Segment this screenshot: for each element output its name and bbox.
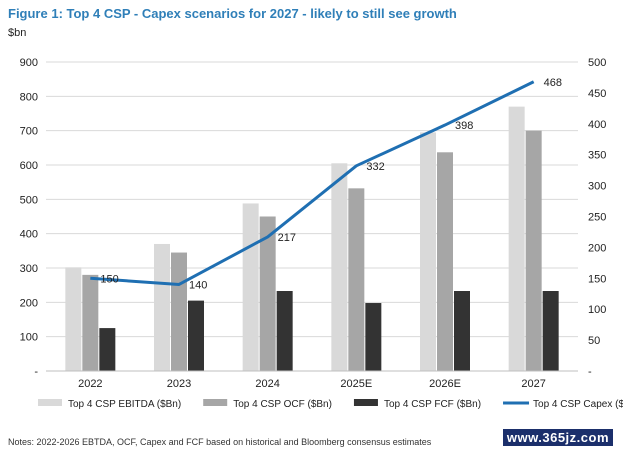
left-tick-label: 200 (20, 297, 38, 309)
right-tick-label: 450 (588, 88, 606, 100)
legend-swatch (38, 399, 62, 406)
chart-title: Figure 1: Top 4 CSP - Capex scenarios fo… (8, 6, 457, 21)
bar-top-4-csp-ebitda-bn- (242, 203, 259, 371)
left-tick-label: 700 (20, 126, 38, 138)
capex-line (90, 80, 535, 286)
bar-top-4-csp-fcf-bn- (276, 291, 293, 371)
left-tick-label: - (34, 366, 38, 378)
bar-top-4-csp-ebitda-bn- (154, 243, 170, 371)
left-tick-label: 500 (20, 194, 38, 206)
left-tick-label: 400 (20, 229, 38, 241)
legend-swatch (203, 399, 228, 406)
bar-series (65, 106, 559, 371)
bar-top-4-csp-ebitda-bn- (508, 106, 525, 371)
bar-top-4-csp-ocf-bn- (348, 188, 365, 371)
left-tick-label: 100 (20, 332, 38, 344)
capex-data-label: 468 (544, 77, 562, 89)
legend-entry: Top 4 CSP OCF ($Bn) (233, 399, 332, 410)
bar-top-4-csp-fcf-bn- (542, 291, 559, 371)
capex-data-label: 150 (100, 273, 118, 285)
capex-line-series: 150 140 217 332 398 468 (90, 77, 562, 291)
axes: - 100 200 300 400 500 600 700 800 900 - 50 100 150 200… (20, 57, 607, 390)
x-tick-label: 2022 (78, 378, 102, 390)
bar-top-4-csp-ebitda-bn- (65, 267, 82, 371)
right-tick-label: 100 (588, 304, 606, 316)
bar-top-4-csp-ocf-bn- (525, 130, 542, 371)
bar-top-4-csp-ocf-bn- (437, 152, 453, 371)
right-tick-label: 50 (588, 335, 600, 347)
left-tick-label: 300 (20, 263, 38, 275)
right-tick-label: - (588, 366, 592, 378)
right-tick-label: 150 (588, 273, 606, 285)
bar-top-4-csp-ocf-bn- (171, 252, 187, 371)
x-tick-label: 2026E (429, 378, 461, 390)
right-tick-label: 300 (588, 181, 606, 193)
bar-top-4-csp-ebitda-bn- (331, 163, 348, 371)
left-tick-label: 600 (20, 160, 38, 172)
left-axis-unit: $bn (8, 27, 27, 39)
x-tick-label: 2025E (340, 378, 372, 390)
bar-top-4-csp-ocf-bn- (259, 216, 276, 371)
legend-entry: Top 4 CSP FCF ($Bn) (384, 399, 481, 410)
capex-data-label: 140 (189, 279, 207, 291)
capex-data-label: 332 (366, 161, 384, 173)
chart-notes: Notes: 2022-2026 EBTDA, OCF, Capex and F… (8, 437, 432, 447)
bar-top-4-csp-fcf-bn- (99, 328, 116, 371)
bar-top-4-csp-ebitda-bn- (420, 132, 436, 371)
grid-lines (46, 61, 578, 338)
legend-entry: Top 4 CSP EBITDA ($Bn) (68, 399, 181, 410)
x-tick-label: 2023 (167, 378, 191, 390)
legend: Top 4 CSP EBITDA ($Bn) Top 4 CSP OCF ($Bn… (38, 399, 623, 410)
right-tick-label: 200 (588, 242, 606, 254)
capex-data-label: 217 (278, 232, 296, 244)
capex-data-label: 398 (455, 120, 473, 132)
x-tick-label: 2024 (255, 378, 279, 390)
legend-entry: Top 4 CSP Capex ($Bn) (533, 399, 623, 410)
left-tick-label: 800 (20, 91, 38, 103)
bar-top-4-csp-fcf-bn- (188, 300, 204, 371)
legend-swatch (353, 399, 378, 406)
right-tick-label: 250 (588, 212, 606, 224)
x-tick-label: 2027 (521, 378, 545, 390)
right-tick-label: 350 (588, 150, 606, 162)
bar-top-4-csp-fcf-bn- (454, 291, 470, 371)
watermark: www.365jz.com (502, 429, 613, 446)
right-tick-label: 400 (588, 119, 606, 131)
left-tick-label: 900 (20, 57, 38, 69)
bar-top-4-csp-ocf-bn- (82, 274, 99, 371)
bar-top-4-csp-fcf-bn- (365, 303, 382, 371)
right-tick-label: 500 (588, 57, 606, 69)
